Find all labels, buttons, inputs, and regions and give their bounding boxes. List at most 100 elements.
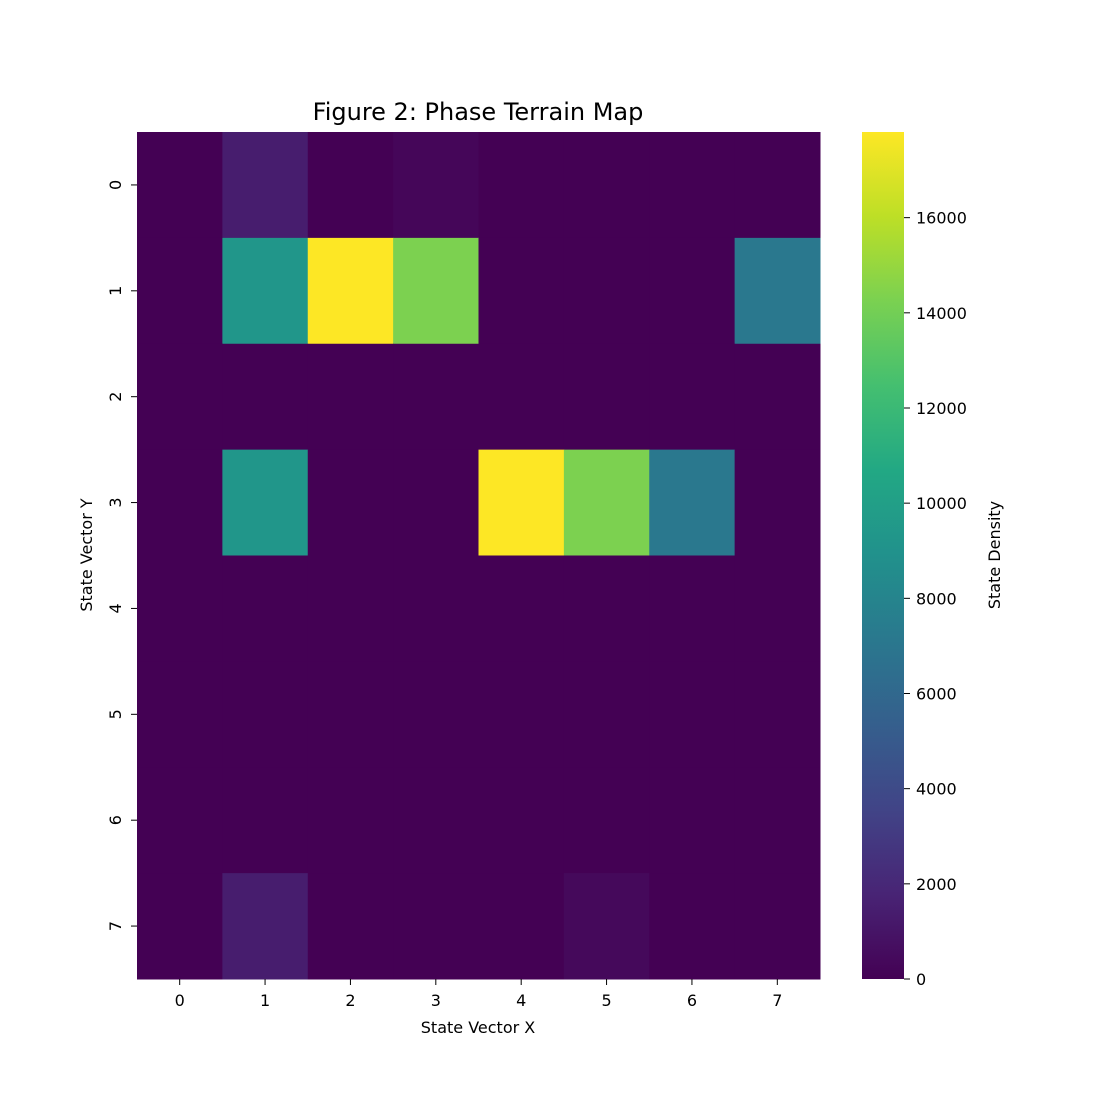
heatmap-cell — [478, 873, 565, 980]
heatmap-cell — [563, 449, 650, 556]
heatmap-cell — [137, 661, 223, 768]
colorbar — [862, 132, 904, 979]
heatmap-cell — [307, 343, 394, 451]
heatmap-cell — [563, 237, 650, 345]
heatmap-cell — [393, 767, 479, 874]
heatmap-cell — [307, 873, 394, 980]
heatmap-cell — [137, 449, 223, 556]
colorbar-tick-label: 2000 — [916, 875, 957, 894]
x-tick-label: 4 — [516, 991, 526, 1010]
y-axis: 0 1 2 3 4 5 6 7 — [106, 180, 137, 931]
colorbar-tick-label: 6000 — [916, 684, 957, 703]
y-axis-label: State Vector Y — [77, 498, 96, 612]
heatmap-cell — [734, 449, 821, 556]
heatmap-cell — [307, 237, 394, 345]
heatmap-cell — [222, 343, 309, 451]
heatmap-cell — [478, 237, 565, 345]
colorbar-tick-label: 14000 — [916, 304, 967, 323]
colorbar-tick-label: 4000 — [916, 780, 957, 799]
heatmap-cell — [649, 449, 736, 556]
heatmap-cell — [222, 555, 309, 662]
x-axis-label: State Vector X — [421, 1018, 536, 1037]
heatmap-cell — [137, 237, 223, 345]
heatmap-cell — [478, 767, 565, 874]
heatmap-cell — [734, 343, 821, 451]
heatmap-cell — [393, 873, 479, 980]
heatmap-cell — [137, 767, 223, 874]
heatmap-cell — [478, 132, 565, 239]
heatmap-cell — [222, 449, 309, 556]
colorbar-tick-label: 16000 — [916, 209, 967, 228]
x-tick-label: 0 — [175, 991, 185, 1010]
x-tick-label: 5 — [601, 991, 611, 1010]
heatmap-cell — [563, 132, 650, 239]
y-tick-label: 4 — [106, 603, 125, 613]
heatmap-cell — [393, 132, 479, 239]
y-tick-label: 1 — [106, 286, 125, 296]
heatmap-cell — [649, 237, 736, 345]
colorbar-tick-label: 0 — [916, 970, 926, 989]
heatmap-cell — [563, 343, 650, 451]
y-tick-label: 0 — [106, 180, 125, 190]
heatmap-cell — [137, 555, 223, 662]
heatmap-cell — [478, 661, 565, 768]
heatmap-cell — [307, 132, 394, 239]
heatmap-cell — [393, 237, 479, 345]
colorbar-label: State Density — [985, 501, 1004, 609]
heatmap-cell — [734, 237, 821, 345]
heatmap-cell — [734, 661, 821, 768]
heatmap-cell — [478, 555, 565, 662]
heatmap-cell — [649, 661, 736, 768]
heatmap-cell — [563, 873, 650, 980]
heatmap-cell — [649, 555, 736, 662]
heatmap-cell — [563, 767, 650, 874]
x-tick-label: 2 — [345, 991, 355, 1010]
y-tick-label: 2 — [106, 392, 125, 402]
y-tick-label: 7 — [106, 921, 125, 931]
heatmap-cell — [222, 767, 309, 874]
heatmap-cell — [393, 661, 479, 768]
x-tick-label: 6 — [687, 991, 697, 1010]
heatmap-cell — [222, 132, 309, 239]
heatmap-cell — [563, 661, 650, 768]
heatmap-cell — [393, 449, 479, 556]
heatmap-cell — [734, 555, 821, 662]
heatmap-cell — [649, 132, 736, 239]
heatmap-cell — [137, 343, 223, 451]
x-axis: 0 1 2 3 4 5 6 7 — [175, 979, 782, 1010]
x-tick-label: 7 — [772, 991, 782, 1010]
y-tick-label: 3 — [106, 497, 125, 507]
heatmap-cell — [307, 767, 394, 874]
heatmap-cell — [393, 555, 479, 662]
chart-title: Figure 2: Phase Terrain Map — [313, 98, 644, 126]
heatmap-cell — [734, 767, 821, 874]
heatmap-cell — [393, 343, 479, 451]
heatmap-cell — [734, 132, 821, 239]
colorbar-tick-label: 12000 — [916, 399, 967, 418]
heatmap-cell — [649, 767, 736, 874]
heatmap-cell — [137, 873, 223, 980]
x-tick-label: 3 — [431, 991, 441, 1010]
colorbar-tick-label: 10000 — [916, 494, 967, 513]
heatmap-cell — [734, 873, 821, 980]
colorbar-ticks: 0 2000 4000 6000 8000 10000 12000 14000 16000 — [904, 209, 967, 989]
heatmap-cell — [307, 661, 394, 768]
y-tick-label: 6 — [106, 815, 125, 825]
heatmap-cell — [222, 873, 309, 980]
x-tick-label: 1 — [260, 991, 270, 1010]
heatmap-cell — [649, 873, 736, 980]
heatmap-cell — [137, 132, 223, 239]
heatmap-cells — [137, 132, 821, 980]
heatmap-cell — [307, 555, 394, 662]
heatmap-cell — [307, 449, 394, 556]
heatmap-cell — [478, 343, 565, 451]
heatmap-cell — [222, 237, 309, 345]
heatmap-cell — [649, 343, 736, 451]
heatmap-cell — [563, 555, 650, 662]
colorbar-tick-label: 8000 — [916, 589, 957, 608]
heatmap-cell — [222, 661, 309, 768]
heatmap-cell — [478, 449, 565, 556]
y-tick-label: 5 — [106, 709, 125, 719]
